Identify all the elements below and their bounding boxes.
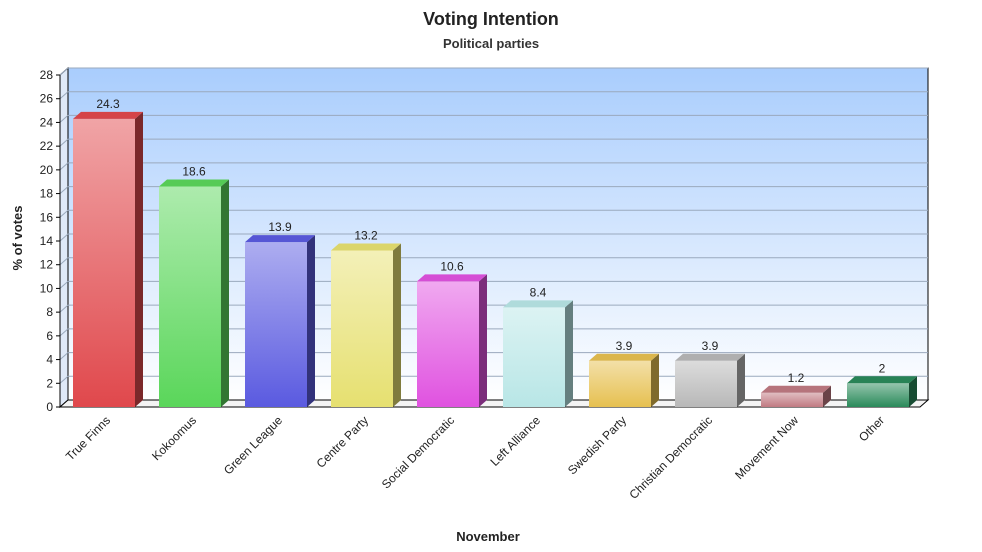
y-tick-label: 0 (46, 400, 53, 414)
y-tick-label: 28 (40, 68, 54, 82)
bar-top (589, 353, 659, 361)
bar-top (73, 111, 143, 119)
bar-green-league (245, 235, 315, 407)
y-tick-label: 6 (46, 329, 53, 343)
x-tick-label: Other (856, 413, 887, 444)
x-axis-label: November (456, 529, 520, 544)
bar-top (503, 300, 573, 308)
x-tick-label: Centre Party (314, 413, 372, 471)
gridline-side (59, 138, 69, 147)
gridline-side (59, 209, 69, 218)
x-tick-label: Swedish Party (565, 413, 629, 477)
bar-centre-party (331, 243, 401, 407)
bar-side (823, 385, 831, 407)
y-tick-label: 10 (40, 281, 54, 295)
bar-top (159, 179, 229, 187)
bar-front (847, 383, 909, 407)
bar-front (761, 392, 823, 407)
bar-front (159, 186, 221, 407)
gridline-side (59, 352, 69, 360)
bar-social-democratic (417, 274, 487, 407)
bar-top (675, 353, 745, 361)
x-tick-label: Movement Now (732, 413, 801, 482)
chart-subtitle: Political parties (443, 36, 539, 51)
y-tick-label: 20 (40, 163, 54, 177)
data-label: 8.4 (530, 285, 547, 299)
bar-front (675, 360, 737, 407)
bar-top (417, 274, 487, 282)
bar-left-alliance (503, 300, 573, 407)
y-tick-label: 14 (40, 234, 54, 248)
bar-kokoomus (159, 179, 229, 407)
y-axis-label: % of votes (10, 205, 25, 270)
bar-side (479, 274, 487, 407)
bar-front (73, 118, 135, 407)
gridline-side (59, 304, 69, 313)
y-tick-label: 22 (40, 139, 54, 153)
data-label: 18.6 (182, 164, 206, 178)
bar-christian-democratic (675, 353, 745, 407)
y-tick-label: 16 (40, 210, 54, 224)
data-label: 13.2 (354, 228, 378, 242)
bar-front (589, 360, 651, 407)
x-tick-label: Left Alliance (487, 413, 543, 469)
data-label: 13.9 (268, 220, 292, 234)
x-tick-label: True Finns (63, 413, 113, 463)
bar-front (503, 307, 565, 407)
bar-front (245, 242, 307, 407)
gridline-side (59, 162, 69, 171)
x-tick-label: Kokoomus (149, 413, 199, 463)
bar-side (307, 235, 315, 407)
gridline-side (59, 115, 69, 123)
bar-top (847, 376, 917, 384)
gridline-side (59, 375, 69, 384)
data-label: 3.9 (702, 339, 719, 353)
y-tick-label: 8 (46, 305, 53, 319)
gridline-side (59, 91, 69, 100)
gridline-side (59, 328, 69, 337)
y-tick-label: 2 (46, 376, 53, 390)
gridline-side (59, 281, 69, 289)
bar-side (221, 179, 229, 407)
data-label: 2 (879, 361, 886, 375)
bar-side (651, 353, 659, 407)
bar-side (135, 111, 143, 407)
data-label: 24.3 (96, 97, 120, 111)
data-label: 1.2 (788, 371, 805, 385)
gridline-side (59, 233, 69, 242)
gridline-side (59, 186, 69, 194)
data-label: 10.6 (440, 259, 464, 273)
bar-side (909, 376, 917, 407)
bar-movement-now (761, 385, 831, 407)
bar-other (847, 376, 917, 407)
bar-front (417, 281, 479, 407)
bar-side (737, 353, 745, 407)
y-tick-label: 4 (46, 353, 53, 367)
bar-swedish-party (589, 353, 659, 407)
x-tick-label: Social Democratic (379, 413, 457, 491)
y-tick-label: 24 (40, 115, 54, 129)
gridline-side (59, 67, 69, 76)
x-tick-label: Christian Democratic (626, 413, 715, 502)
bar-true-finns (73, 111, 143, 407)
bar-top (245, 235, 315, 243)
chart-title: Voting Intention (423, 9, 559, 29)
bar-side (565, 300, 573, 407)
y-tick-label: 18 (40, 187, 54, 201)
data-label: 3.9 (616, 339, 633, 353)
x-tick-label: Green League (221, 413, 285, 477)
bar-side (393, 243, 401, 407)
y-tick-label: 26 (40, 92, 54, 106)
bar-top (331, 243, 401, 251)
gridline-side (59, 257, 69, 266)
bar-top (761, 385, 831, 393)
y-tick-label: 12 (40, 258, 54, 272)
bar-front (331, 250, 393, 407)
